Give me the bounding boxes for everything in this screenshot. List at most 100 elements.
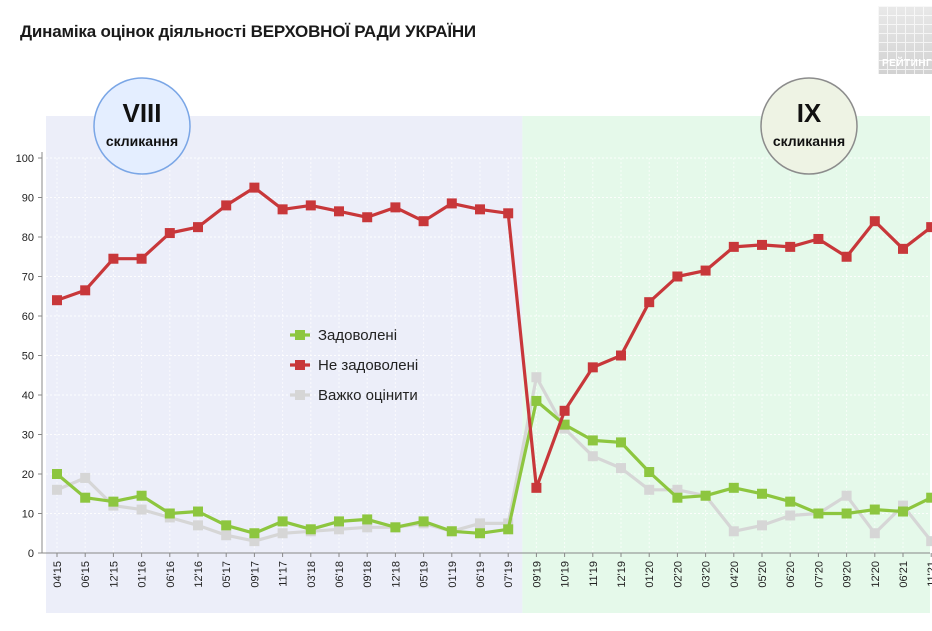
series-unsatisfied-point — [757, 239, 767, 250]
series-unsatisfied-point — [531, 482, 542, 493]
x-tick-label: 12'19 — [616, 561, 628, 588]
logo-grid-pattern — [878, 6, 932, 74]
series-hard-to-say-point — [334, 524, 344, 535]
series-satisfied-point — [249, 528, 260, 539]
x-tick-label: 03'18 — [306, 561, 318, 588]
series-unsatisfied-point — [362, 212, 373, 223]
series-satisfied-point — [869, 504, 880, 515]
series-unsatisfied-point — [503, 208, 514, 219]
series-satisfied-point — [108, 496, 119, 507]
series-satisfied-point — [305, 524, 316, 535]
series-hard-to-say-point — [80, 472, 91, 483]
series-hard-to-say-point — [869, 528, 880, 539]
legend-label-series-satisfied: Задоволені — [318, 327, 397, 344]
series-hard-to-say-point — [672, 484, 683, 495]
series-satisfied-point — [164, 508, 175, 519]
x-tick-label: 03'20 — [701, 561, 713, 588]
series-satisfied-point — [700, 490, 711, 501]
convocation-badges: VIII скликання IX скликання — [93, 77, 858, 175]
series-hard-to-say-point — [728, 526, 739, 537]
series-satisfied-point — [898, 506, 908, 517]
y-tick-label: 50 — [22, 351, 34, 363]
x-tick-label: 11'19 — [588, 561, 600, 587]
legend-label-series-hard-to-say: Важко оцінити — [318, 387, 418, 404]
series-hard-to-say-point — [475, 518, 485, 529]
x-tick-label: 11'17 — [278, 561, 290, 587]
y-tick-label: 100 — [16, 153, 34, 165]
y-tick-label: 40 — [22, 390, 34, 402]
series-satisfied-point — [587, 435, 598, 446]
series-satisfied-point — [193, 506, 203, 517]
series-satisfied-point — [672, 492, 683, 503]
series-satisfied-point — [80, 492, 91, 503]
x-tick-label: 12'20 — [870, 561, 882, 588]
series-satisfied-point — [221, 520, 232, 531]
legend-marker-series-satisfied — [295, 330, 305, 340]
x-tick-label: 06'15 — [80, 561, 92, 588]
series-satisfied-point — [841, 508, 852, 519]
series-satisfied-point — [728, 482, 739, 493]
series-satisfied-point — [52, 469, 62, 479]
series-unsatisfied-point — [221, 200, 232, 211]
region-ix-background — [522, 116, 930, 613]
series-hard-to-say-point — [785, 510, 796, 521]
series-unsatisfied-point — [164, 228, 175, 239]
x-tick-label: 06'16 — [165, 561, 177, 588]
series-unsatisfied-point — [869, 216, 880, 227]
x-tick-label: 09'19 — [531, 561, 543, 588]
chart-series — [52, 182, 932, 547]
series-unsatisfied-point — [193, 222, 203, 233]
x-tick-label: 12'16 — [193, 561, 205, 588]
series-hard-to-say-point — [757, 520, 767, 531]
badge-subtitle-1: скликання — [106, 133, 178, 149]
series-hard-to-say-point — [249, 536, 260, 547]
badge-circle-2 — [760, 77, 858, 175]
x-tick-label: 06'18 — [334, 561, 346, 588]
series-satisfied-point — [503, 524, 514, 535]
series-satisfied-point — [616, 437, 626, 448]
series-hard-to-say-point — [616, 463, 626, 474]
series-satisfied-point — [446, 526, 457, 537]
series-hard-to-say-point — [531, 372, 542, 383]
x-tick-label: 09'18 — [362, 561, 374, 588]
series-unsatisfied-point — [672, 271, 683, 282]
series-unsatisfied-point — [728, 241, 739, 252]
x-tick-label: 12'15 — [108, 561, 120, 588]
chart-background — [46, 116, 930, 613]
series-unsatisfied-point — [108, 253, 119, 264]
y-tick-label: 10 — [22, 509, 34, 521]
page-title: Динаміка оцінок діяльності ВЕРХОВНОЇ РАД… — [20, 22, 476, 41]
series-satisfied-point — [644, 467, 655, 478]
series-unsatisfied-point — [785, 241, 796, 252]
series-unsatisfied-point — [813, 233, 824, 244]
series-satisfied-point — [362, 514, 373, 525]
series-hard-to-say-point — [52, 484, 62, 495]
series-unsatisfied-point — [305, 200, 316, 211]
series-unsatisfied-point — [277, 204, 288, 215]
x-tick-label: 09'20 — [842, 561, 854, 588]
y-tick-label: 60 — [22, 311, 34, 323]
y-tick-label: 90 — [22, 193, 34, 205]
series-unsatisfied-point — [616, 350, 626, 361]
rating-logo: РЕЙТИНГ — [878, 6, 932, 74]
series-unsatisfied-point — [644, 297, 655, 308]
series-unsatisfied-point — [841, 251, 852, 262]
x-tick-label: 12'18 — [390, 561, 402, 588]
x-tick-label: 01'20 — [644, 561, 656, 588]
y-tick-label: 80 — [22, 232, 34, 244]
x-tick-label: 05'20 — [757, 561, 769, 588]
x-tick-label: 06'21 — [898, 561, 910, 588]
legend-label-series-unsatisfied: Не задоволені — [318, 357, 418, 374]
badge-subtitle-2: скликання — [773, 133, 845, 149]
badge-circle-1 — [93, 77, 191, 175]
x-tick-label: 05'17 — [221, 561, 233, 588]
series-hard-to-say-point — [136, 504, 147, 515]
badge-roman-1: VIII — [122, 98, 161, 128]
series-unsatisfied-point — [136, 253, 147, 264]
badge-roman-2: IX — [797, 98, 822, 128]
x-tick-label: 07'19 — [503, 561, 515, 588]
series-unsatisfied-point — [249, 182, 260, 193]
series-hard-to-say-point — [193, 520, 203, 531]
series-unsatisfied-point — [587, 362, 598, 373]
series-unsatisfied-point — [80, 285, 91, 296]
